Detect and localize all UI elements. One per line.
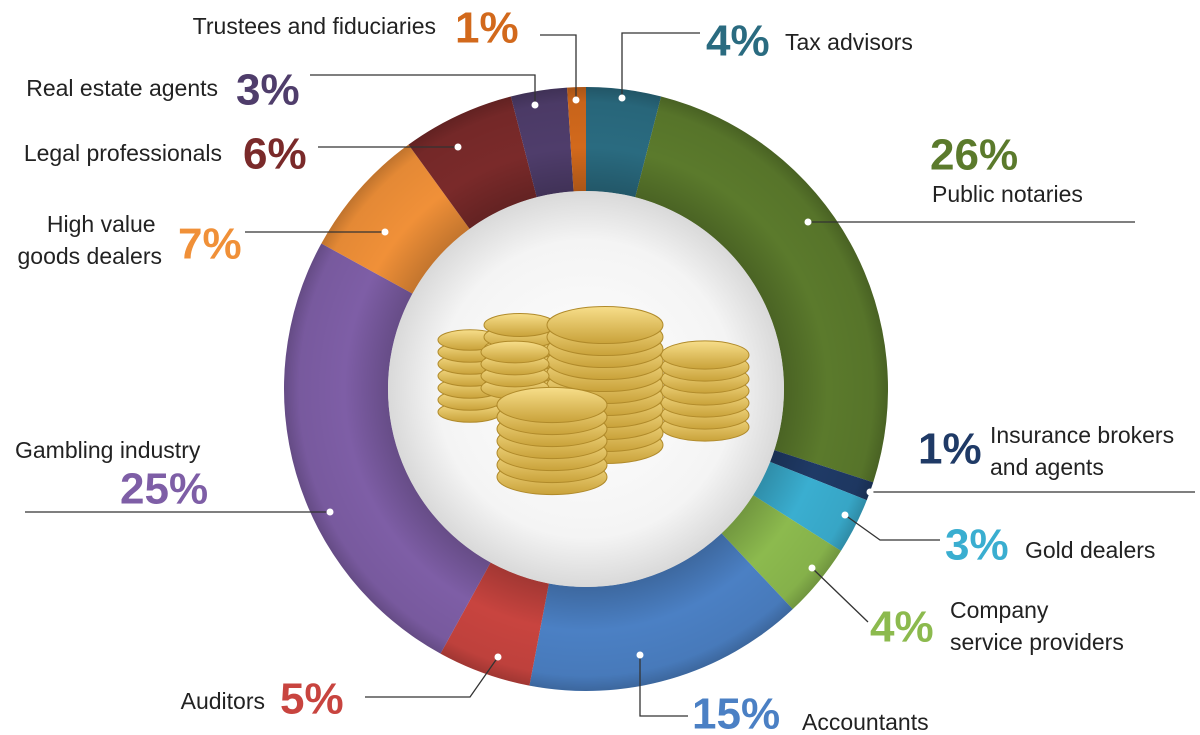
leader-dot — [804, 218, 812, 226]
category-label: Public notaries — [932, 181, 1083, 207]
leader-dot — [531, 101, 539, 109]
leader-line — [621, 32, 700, 98]
value-label: 15% — [692, 690, 780, 735]
leader-line — [844, 514, 940, 541]
leader-dot — [808, 564, 816, 572]
category-label: Real estate agents — [26, 75, 218, 101]
leader-dot — [326, 508, 334, 516]
leader-dot — [572, 96, 580, 104]
leader-dot — [636, 651, 644, 659]
coin — [660, 340, 750, 370]
category-label: Gold dealers — [1025, 537, 1155, 563]
coin — [483, 312, 557, 338]
category-label: Trustees and fiduciaries — [193, 13, 436, 39]
category-label: Company service providers — [950, 597, 1124, 655]
value-label: 1% — [455, 4, 519, 53]
leader-line — [365, 656, 499, 698]
value-label: 26% — [930, 131, 1018, 180]
leader-dot — [454, 143, 462, 151]
leader-dot — [618, 94, 626, 102]
coin — [480, 340, 550, 364]
value-label: 3% — [236, 66, 300, 115]
coin — [546, 305, 664, 345]
leader-dot — [494, 653, 502, 661]
category-label: Gambling industry — [15, 437, 201, 463]
value-label: 6% — [243, 130, 307, 179]
category-label: High value goods dealers — [18, 211, 163, 269]
value-label: 7% — [178, 220, 242, 269]
leader-line — [540, 34, 577, 100]
coins-illustration — [437, 305, 750, 496]
leader-dot — [841, 511, 849, 519]
value-label: 4% — [870, 603, 934, 652]
leader-dot — [381, 228, 389, 236]
value-label: 1% — [918, 425, 982, 474]
leader-line — [310, 74, 536, 105]
leader-line — [811, 567, 869, 623]
category-label: Accountants — [802, 709, 929, 735]
value-label: 5% — [280, 675, 344, 724]
coin — [496, 386, 608, 424]
value-label: 25% — [120, 465, 208, 514]
value-label: 3% — [945, 521, 1009, 570]
leader-dot — [866, 488, 874, 496]
category-label: Auditors — [181, 688, 265, 714]
category-label: Insurance brokers and agents — [990, 422, 1180, 480]
leader-line — [639, 655, 688, 717]
value-label: 4% — [706, 17, 770, 66]
category-label: Legal professionals — [24, 140, 222, 166]
category-label: Tax advisors — [785, 29, 913, 55]
